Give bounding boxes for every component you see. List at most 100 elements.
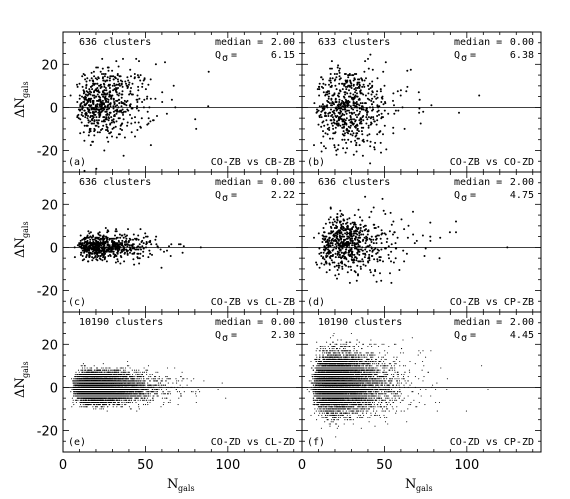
q-sigma-subscript: σ	[222, 53, 228, 64]
data-point	[116, 78, 119, 81]
data-point	[139, 74, 142, 77]
data-point	[375, 93, 378, 96]
data-point	[127, 228, 129, 231]
data-point	[359, 216, 361, 219]
data-point	[393, 104, 395, 107]
data-point	[339, 103, 342, 106]
data-point	[122, 154, 125, 157]
data-point	[136, 74, 139, 77]
data-point	[373, 120, 376, 123]
data-point	[115, 60, 118, 63]
data-point	[115, 112, 118, 115]
data-point	[413, 242, 416, 245]
data-point	[357, 249, 360, 252]
data-point	[390, 250, 393, 253]
ticks	[62, 31, 302, 173]
panel-letter: (a)	[68, 157, 86, 168]
data-point	[327, 112, 330, 115]
data-point	[343, 84, 346, 87]
data-point	[97, 89, 100, 92]
data-point	[124, 235, 127, 238]
data-point	[341, 267, 344, 270]
data-point	[147, 256, 150, 259]
data-point	[338, 253, 341, 256]
data-point	[79, 239, 82, 242]
data-point	[129, 103, 132, 106]
data-point	[356, 264, 359, 267]
data-point	[111, 135, 113, 138]
data-point	[371, 68, 374, 71]
data-point	[369, 117, 372, 120]
data-point	[323, 124, 326, 127]
data-point	[346, 92, 349, 95]
data-point	[372, 238, 375, 241]
data-point	[122, 57, 124, 60]
data-point	[329, 216, 332, 219]
data-point	[137, 85, 140, 88]
data-point	[382, 70, 385, 73]
data-point	[86, 239, 89, 242]
data-point	[347, 125, 350, 128]
data-point	[342, 255, 345, 257]
data-point	[392, 233, 394, 236]
data-point	[114, 234, 116, 237]
data-point	[97, 244, 100, 247]
data-point	[118, 92, 121, 95]
data-point	[107, 140, 110, 143]
data-point	[320, 116, 323, 119]
data-point	[334, 126, 337, 129]
data-point	[337, 239, 340, 242]
data-point	[357, 98, 360, 101]
data-point	[164, 61, 166, 64]
data-point	[139, 228, 142, 231]
data-point	[352, 74, 355, 77]
data-point	[338, 230, 341, 233]
data-point	[321, 237, 324, 240]
data-point	[366, 118, 369, 121]
data-point	[96, 93, 99, 96]
data-point	[382, 260, 384, 263]
data-point	[363, 79, 366, 82]
data-point	[115, 136, 118, 139]
data-point	[92, 234, 94, 237]
data-point	[89, 404, 91, 406]
data-point	[135, 369, 137, 371]
data-point	[364, 264, 367, 267]
data-point	[355, 144, 357, 147]
data-point	[109, 105, 112, 108]
data-point	[317, 123, 320, 126]
data-point	[359, 122, 361, 125]
data-point	[360, 248, 362, 251]
data-point	[387, 253, 390, 256]
data-point	[120, 101, 123, 103]
data-point	[346, 242, 349, 245]
data-point	[121, 244, 124, 247]
data-point	[343, 108, 346, 111]
data-point	[338, 111, 341, 114]
data-point	[364, 224, 367, 227]
data-point	[424, 247, 427, 250]
data-point	[375, 97, 378, 100]
data-point	[365, 228, 367, 231]
data-point	[348, 111, 351, 114]
data-point	[374, 270, 377, 273]
median-value: 0.00	[271, 177, 295, 188]
data-point	[80, 251, 83, 254]
data-point	[330, 230, 333, 233]
data-point	[345, 141, 348, 144]
data-point	[355, 259, 358, 262]
data-point	[136, 94, 139, 97]
data-point	[152, 119, 155, 122]
data-point	[96, 66, 99, 69]
data-point	[133, 247, 136, 250]
data-point	[88, 247, 90, 250]
data-point	[137, 89, 140, 92]
data-point	[149, 97, 152, 100]
data-point	[353, 88, 356, 91]
data-point	[101, 57, 104, 60]
panel-frame	[301, 31, 542, 173]
data-point	[161, 397, 163, 399]
data-point	[406, 85, 409, 88]
data-point	[101, 367, 103, 369]
data-point	[339, 248, 342, 251]
